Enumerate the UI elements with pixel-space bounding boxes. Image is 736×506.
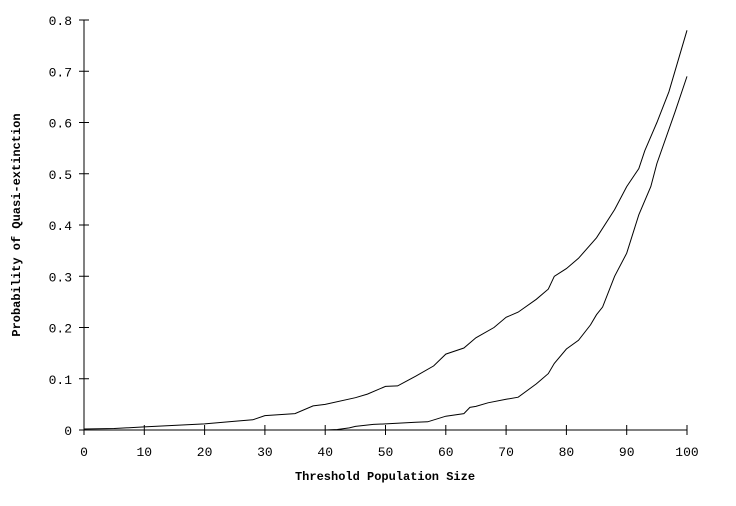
x-tick-label: 60 <box>438 445 454 460</box>
x-tick-label: 100 <box>675 445 698 460</box>
x-tick-label: 10 <box>136 445 152 460</box>
y-tick-label: 0.5 <box>49 168 72 183</box>
y-tick-label: 0.1 <box>49 373 73 388</box>
upper-curve-line <box>83 30 688 430</box>
x-tick-label: 90 <box>619 445 635 460</box>
x-tick-label: 70 <box>498 445 514 460</box>
y-tick-label: 0.6 <box>49 117 72 132</box>
y-tick-label: 0.2 <box>49 322 72 337</box>
y-tick-label: 0 <box>64 424 72 439</box>
x-tick-label: 50 <box>378 445 394 460</box>
y-tick-label: 0.7 <box>49 65 72 80</box>
y-tick-label: 0.4 <box>49 219 73 234</box>
x-tick-label: 30 <box>257 445 273 460</box>
y-tick-label: 0.3 <box>49 270 72 285</box>
x-tick-label: 0 <box>80 445 88 460</box>
x-tick-label: 40 <box>317 445 333 460</box>
y-axis-label: Probability of Quasi-extinction <box>10 113 24 336</box>
y-tick-label: 0.8 <box>49 14 72 29</box>
x-tick-label: 80 <box>559 445 575 460</box>
axes: 0 10 20 30 40 50 60 70 80 90 100 0 0.1 0.2 0.3 0.4 0.5 0.… <box>49 14 699 460</box>
lower-curve-line <box>325 76 688 431</box>
x-tick-label: 20 <box>197 445 213 460</box>
series-lines <box>83 30 688 431</box>
x-axis-label: Threshold Population Size <box>295 470 475 484</box>
